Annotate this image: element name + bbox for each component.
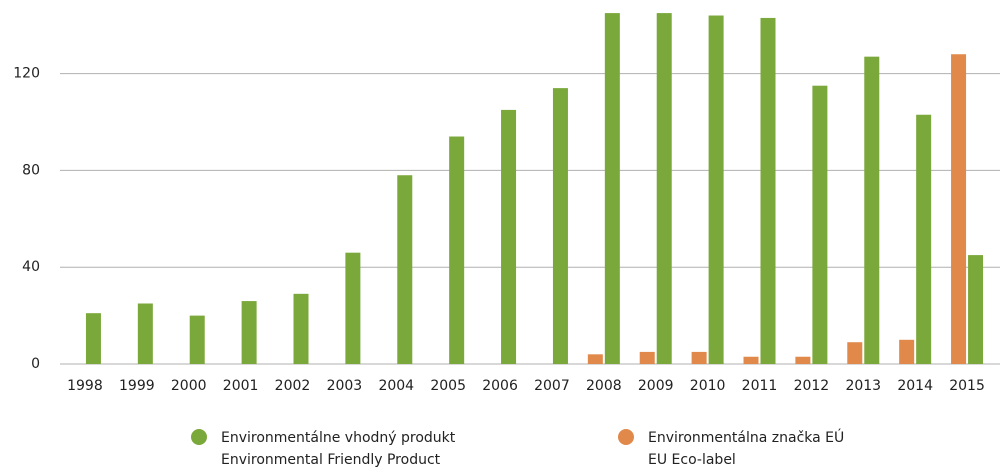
legend-label: Environmentálna značka EÚ [648, 428, 844, 446]
bar [743, 356, 759, 364]
bar [899, 339, 915, 364]
x-tick-label: 2011 [742, 378, 778, 394]
bar [795, 356, 811, 364]
x-tick-label: 2014 [897, 378, 933, 394]
x-tick-label: 1999 [119, 378, 155, 394]
bar [189, 315, 205, 364]
bar [449, 136, 465, 364]
bar [397, 175, 413, 364]
bar [864, 56, 880, 364]
x-tick-label: 1998 [67, 378, 103, 394]
x-tick-label: 2001 [223, 378, 259, 394]
bar [241, 301, 257, 364]
x-tick-label: 2006 [482, 378, 518, 394]
bar [847, 342, 863, 364]
x-tick-label: 2010 [690, 378, 726, 394]
x-tick-label: 2003 [327, 378, 363, 394]
bar [691, 351, 707, 364]
bar [639, 351, 655, 364]
x-tick-label: 2007 [534, 378, 570, 394]
x-tick-label: 2005 [430, 378, 466, 394]
x-tick-label: 2013 [845, 378, 881, 394]
bar [501, 109, 517, 365]
bar [812, 85, 828, 364]
legend-marker [618, 429, 634, 445]
x-tick-label: 2000 [171, 378, 207, 394]
bar [345, 252, 361, 364]
x-tick-label: 2004 [378, 378, 414, 394]
legend-marker [191, 429, 207, 445]
bar [85, 313, 101, 364]
x-tick-label: 2008 [586, 378, 622, 394]
legend-label: EU Eco-label [648, 452, 736, 468]
bar [968, 255, 984, 364]
bar [656, 13, 672, 364]
bar [708, 15, 724, 365]
x-tick-label: 2015 [949, 378, 985, 394]
legend-label: Environmentálne vhodný produkt [221, 430, 456, 446]
legend-label: Environmental Friendly Product [221, 452, 441, 468]
y-tick-label: 0 [31, 356, 40, 372]
bar [951, 54, 967, 365]
x-tick-label: 2002 [275, 378, 311, 394]
bar [604, 13, 620, 364]
bar [137, 303, 153, 364]
y-tick-label: 40 [22, 259, 40, 275]
bar [293, 293, 309, 364]
bar [552, 88, 568, 365]
bar [587, 354, 603, 364]
y-tick-label: 120 [13, 66, 40, 82]
bar [916, 114, 932, 365]
x-tick-label: 2009 [638, 378, 674, 394]
bar [760, 17, 776, 364]
y-tick-label: 80 [22, 162, 40, 178]
x-tick-label: 2012 [794, 378, 830, 394]
